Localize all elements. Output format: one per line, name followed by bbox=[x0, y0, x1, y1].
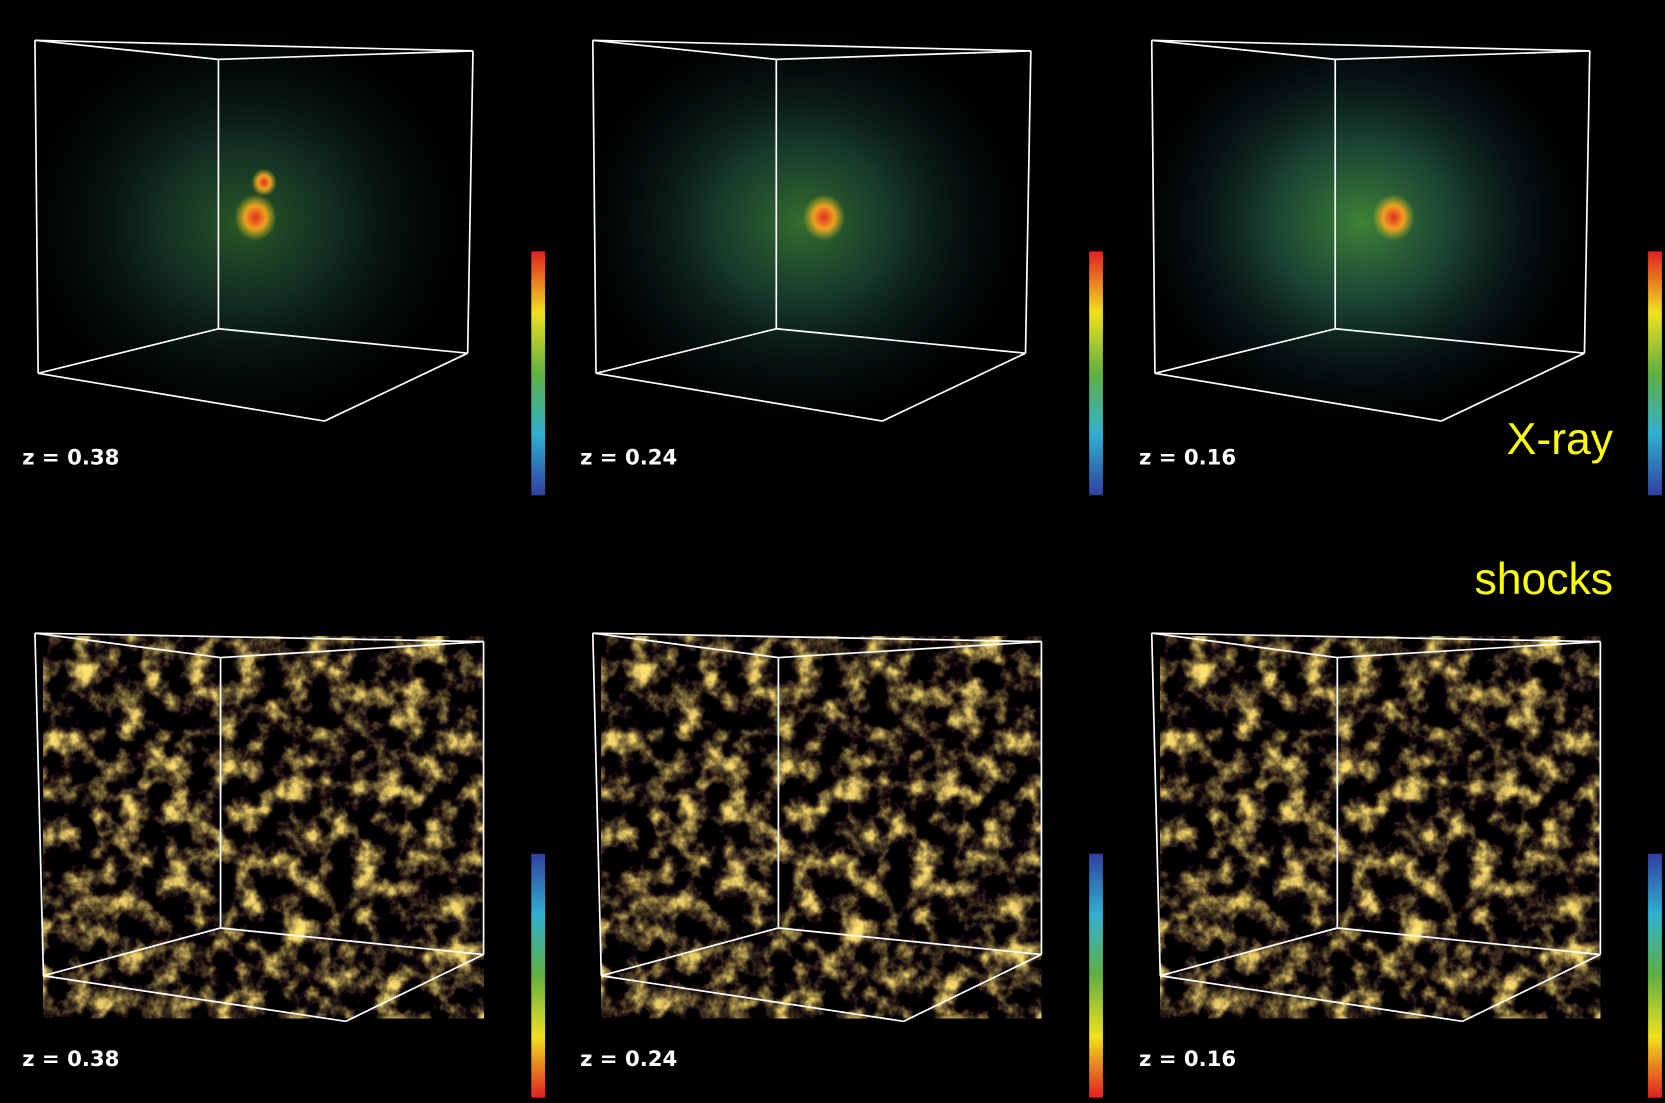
redshift-label: z = 0.38 bbox=[22, 1047, 119, 1072]
xray-halo bbox=[1139, 21, 1584, 424]
redshift-label: z = 0.24 bbox=[580, 446, 677, 471]
colorbar bbox=[531, 854, 545, 1098]
panel: z = 0.24 bbox=[580, 633, 1103, 1098]
row-label: X-ray bbox=[1507, 415, 1614, 464]
cube-edge bbox=[593, 633, 601, 976]
xray-core bbox=[803, 194, 845, 241]
colorbar bbox=[1089, 251, 1103, 495]
colorbar bbox=[1089, 854, 1103, 1098]
xray-core bbox=[251, 169, 276, 197]
page: z = 0.38 z = 0.24 z = 0.16 X-ray z = 0.38 z =… bbox=[0, 0, 1665, 1103]
colorbar bbox=[1648, 251, 1662, 495]
xray-core bbox=[234, 194, 276, 241]
cube-edge bbox=[35, 633, 43, 976]
panel: z = 0.38 bbox=[22, 21, 545, 495]
xray-core bbox=[1372, 194, 1414, 241]
cube-edge bbox=[1152, 633, 1160, 976]
shock-field bbox=[43, 636, 483, 1018]
row-label: shocks bbox=[1474, 555, 1613, 604]
colorbar bbox=[531, 251, 545, 495]
xray-halo bbox=[580, 21, 1025, 424]
panel: z = 0.38 bbox=[22, 633, 545, 1098]
redshift-label: z = 0.38 bbox=[22, 446, 119, 471]
shock-field bbox=[601, 636, 1041, 1018]
redshift-label: z = 0.16 bbox=[1139, 446, 1236, 471]
redshift-label: z = 0.24 bbox=[580, 1047, 677, 1072]
colorbar bbox=[1648, 854, 1662, 1098]
figure: z = 0.38 z = 0.24 z = 0.16 X-ray z = 0.38 z =… bbox=[0, 0, 1665, 1103]
redshift-label: z = 0.16 bbox=[1139, 1047, 1236, 1072]
cube-edge bbox=[1026, 51, 1031, 353]
cube-edge bbox=[468, 51, 473, 353]
cube-edge bbox=[1584, 51, 1589, 353]
shock-field bbox=[1160, 636, 1600, 1018]
panel: z = 0.16 bbox=[1139, 633, 1662, 1098]
panel: z = 0.24 bbox=[580, 21, 1103, 495]
